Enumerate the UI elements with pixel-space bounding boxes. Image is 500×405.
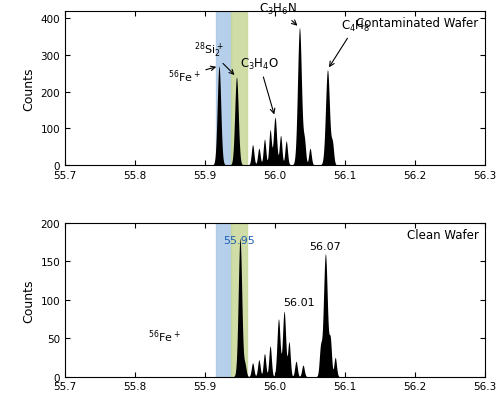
Bar: [231, 12, 247, 165]
Text: $^{56}$Fe$^+$: $^{56}$Fe$^+$: [148, 328, 181, 345]
Text: 56.07: 56.07: [310, 242, 342, 252]
Bar: [216, 224, 231, 377]
Y-axis label: Counts: Counts: [22, 278, 35, 322]
Bar: [216, 12, 231, 165]
Text: C$_3$H$_4$O: C$_3$H$_4$O: [240, 57, 279, 114]
Text: Contaminated Wafer: Contaminated Wafer: [356, 17, 478, 30]
Text: Clean Wafer: Clean Wafer: [407, 228, 478, 241]
Text: $^{28}$Si$_2^+$: $^{28}$Si$_2^+$: [194, 40, 234, 75]
Text: C$_3$H$_6$N: C$_3$H$_6$N: [260, 2, 298, 26]
Text: C$_4$H$_8$: C$_4$H$_8$: [330, 19, 370, 67]
Text: 56.01: 56.01: [284, 298, 315, 308]
Bar: [231, 224, 247, 377]
Text: $^{56}$Fe$^+$: $^{56}$Fe$^+$: [168, 67, 215, 85]
Text: 55.95: 55.95: [222, 235, 254, 245]
Y-axis label: Counts: Counts: [22, 67, 35, 111]
